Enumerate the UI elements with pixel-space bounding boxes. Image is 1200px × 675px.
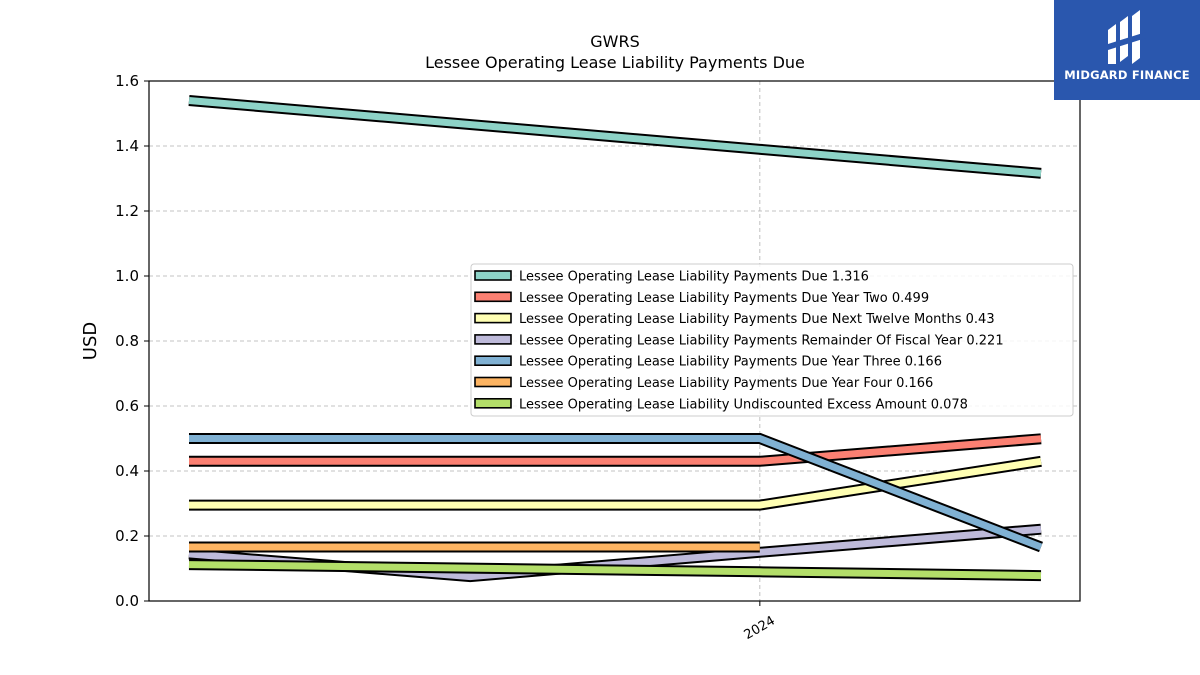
series-line [188, 561, 1042, 580]
series-line [189, 457, 1042, 509]
legend-label: Lessee Operating Lease Liability Payment… [519, 355, 942, 370]
series-line [189, 435, 1043, 551]
legend-swatch [474, 270, 512, 281]
legend-label: Lessee Operating Lease Liability Payment… [519, 270, 869, 285]
legend-box [470, 263, 1074, 417]
y-tick-label: 1.2 [115, 202, 139, 220]
legend-label: Lessee Operating Lease Liability Undisco… [519, 397, 968, 412]
y-tick-label: 1.4 [115, 137, 139, 155]
logo-text: MIDGARD FINANCE [1064, 68, 1190, 82]
brand-logo: MIDGARD FINANCE [1054, 0, 1200, 100]
y-axis: 0.0 0.2 0.4 0.6 0.8 1.0 1.2 1.4 1.6 [115, 72, 149, 610]
series-line-outline [189, 433, 1043, 553]
legend-label: Lessee Operating Lease Liability Payment… [519, 312, 995, 327]
legend-label: Lessee Operating Lease Liability Payment… [519, 333, 1004, 348]
y-tick-label: 1.0 [115, 267, 139, 285]
legend: Lessee Operating Lease Liability Payment… [470, 263, 1074, 417]
legend-swatch [474, 334, 512, 345]
legend-label: Lessee Operating Lease Liability Payment… [519, 376, 933, 391]
legend-swatch [474, 312, 512, 324]
legend-label: Lessee Operating Lease Liability Payment… [519, 291, 929, 306]
series-line [188, 97, 1042, 177]
y-tick-label: 0.6 [115, 397, 139, 415]
x-axis: 2024 [742, 601, 778, 643]
chart-title: GWRS [590, 32, 640, 51]
chart-subtitle: Lessee Operating Lease Liability Payment… [425, 53, 805, 72]
y-tick-label: 1.6 [115, 72, 139, 90]
y-tick-label: 0.4 [115, 462, 139, 480]
legend-swatch [474, 376, 512, 388]
y-axis-label: USD [80, 322, 101, 360]
y-tick-label: 0.0 [115, 592, 139, 610]
y-tick-label: 0.2 [115, 527, 139, 545]
legend-swatch [474, 291, 512, 303]
logo-mark-icon [1108, 10, 1146, 64]
x-tick-label: 2024 [742, 613, 778, 643]
series-layer [188, 95, 1043, 583]
legend-swatch [474, 397, 512, 409]
y-tick-label: 0.8 [115, 332, 139, 350]
legend-swatch [474, 355, 512, 367]
series-line [189, 435, 1042, 465]
